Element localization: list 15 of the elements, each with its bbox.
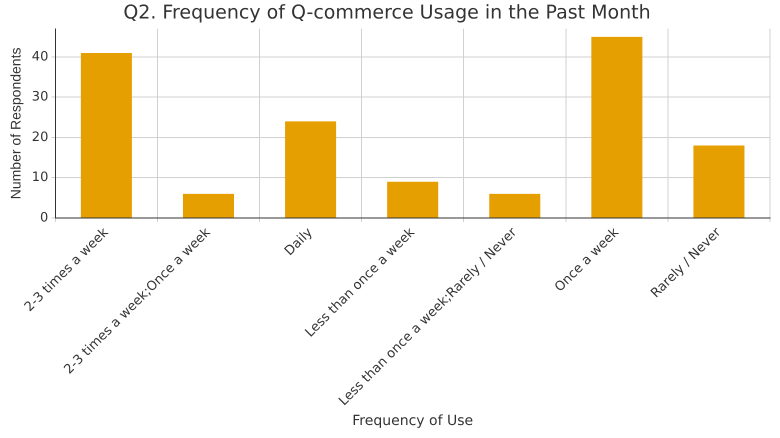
bar (489, 194, 540, 218)
bar (591, 36, 642, 218)
y-tick-label: 10 (32, 170, 48, 186)
x-axis-title: Frequency of Use (352, 413, 474, 430)
bar (387, 182, 438, 218)
y-tick-label: 40 (32, 49, 48, 64)
y-tick-label: 0 (40, 210, 48, 226)
y-tick-label: 30 (32, 90, 48, 105)
bar (285, 121, 336, 218)
bar (693, 146, 744, 218)
bar (80, 52, 132, 218)
y-axis-title: Number of Respondents (7, 48, 24, 200)
bar (182, 194, 234, 218)
y-tick-label: 20 (32, 130, 48, 145)
chart-title: Q2. Frequency of Q-commerce Usage in the Past Month (123, 1, 651, 24)
